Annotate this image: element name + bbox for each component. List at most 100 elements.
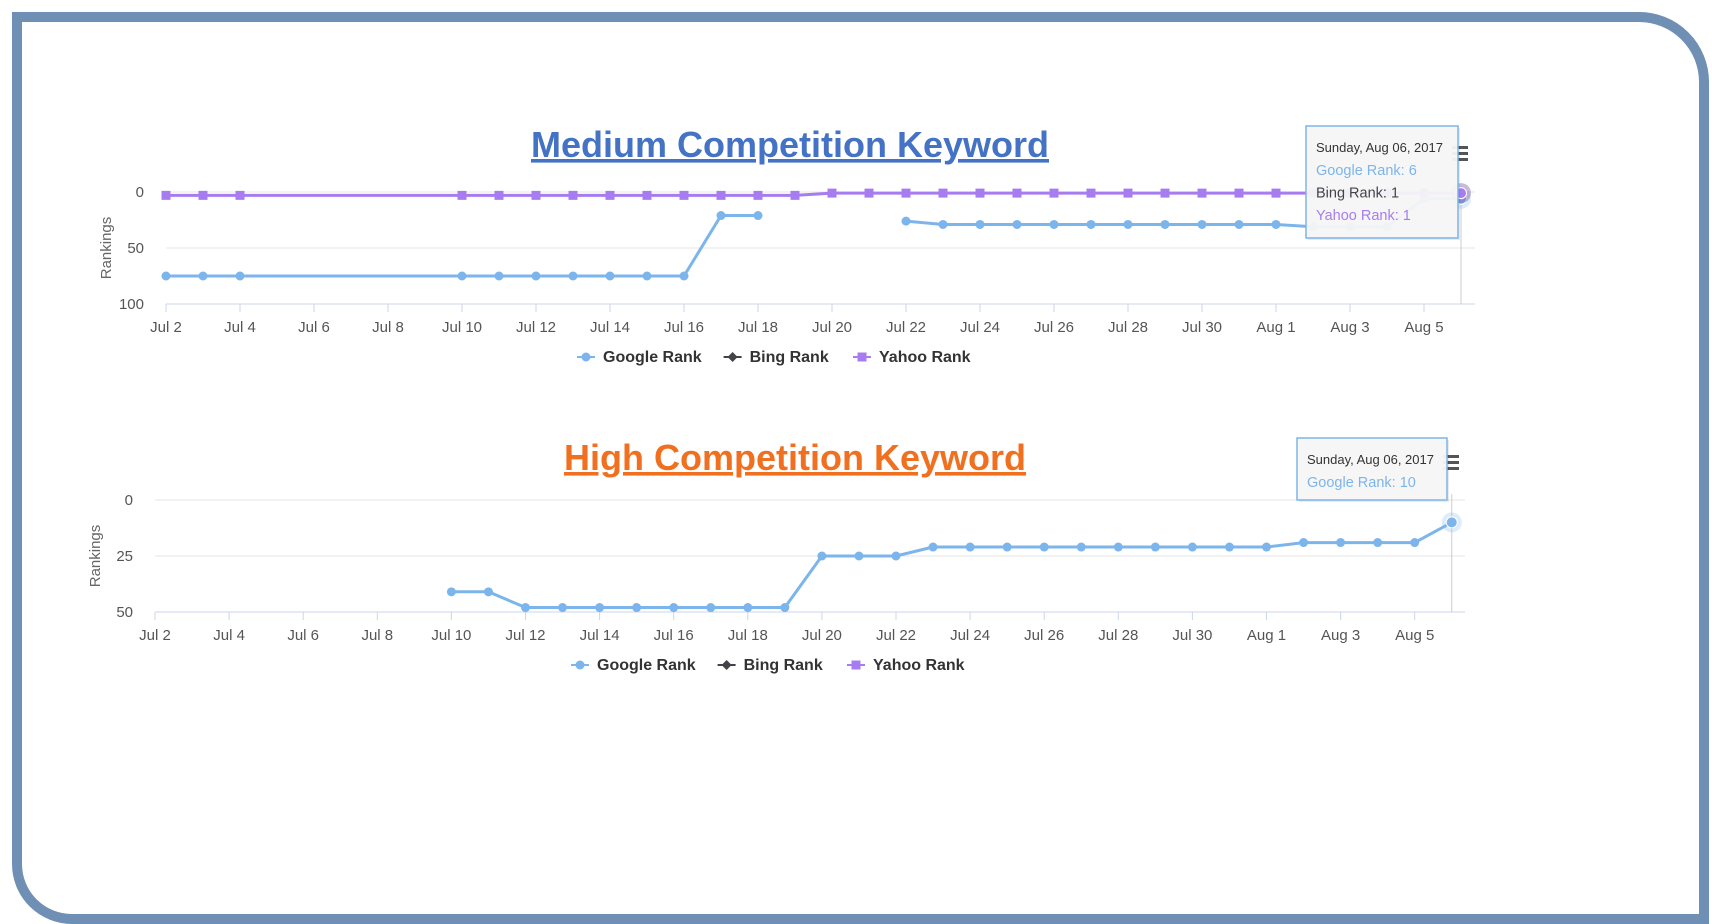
data-point[interactable] — [568, 271, 578, 281]
menu-bar — [1452, 158, 1468, 161]
data-point[interactable] — [1224, 542, 1234, 552]
data-point[interactable] — [679, 271, 689, 281]
x-tick-label: Jul 2 — [139, 627, 171, 644]
data-point[interactable] — [975, 219, 985, 229]
data-point[interactable] — [235, 190, 245, 200]
data-point[interactable] — [642, 190, 652, 200]
legend-item[interactable]: Bing Rank — [717, 657, 823, 674]
data-point[interactable] — [1160, 188, 1170, 198]
data-point[interactable] — [716, 190, 726, 200]
data-point[interactable] — [1113, 542, 1123, 552]
legend-label: Bing Rank — [744, 657, 823, 674]
screenshot-frame: Medium Competition Keyword 0 50 100 Rankings… — [12, 12, 1709, 924]
data-point[interactable] — [457, 271, 467, 281]
data-point[interactable] — [679, 190, 689, 200]
legend-item[interactable]: Bing Rank — [723, 349, 829, 366]
data-point[interactable] — [1076, 542, 1086, 552]
data-point[interactable] — [938, 188, 948, 198]
data-point[interactable] — [595, 603, 605, 613]
data-point[interactable] — [1039, 542, 1049, 552]
hovered-point[interactable] — [1445, 516, 1458, 529]
data-point[interactable] — [1336, 538, 1346, 548]
data-point[interactable] — [568, 190, 578, 200]
data-point[interactable] — [928, 542, 938, 552]
data-point[interactable] — [642, 271, 652, 281]
data-point[interactable] — [521, 603, 530, 613]
data-point[interactable] — [558, 603, 568, 613]
data-point[interactable] — [605, 271, 615, 281]
tooltip-line: Google Rank: 6 — [1316, 163, 1417, 179]
data-point[interactable] — [901, 188, 911, 198]
data-point[interactable] — [1086, 219, 1096, 229]
legend-item[interactable]: Yahoo Rank — [853, 349, 971, 366]
data-point[interactable] — [494, 271, 504, 281]
data-point[interactable] — [753, 190, 763, 200]
data-point[interactable] — [817, 551, 827, 561]
data-point[interactable] — [1410, 538, 1420, 548]
data-point[interactable] — [790, 190, 800, 200]
data-point[interactable] — [605, 190, 615, 200]
data-point[interactable] — [1150, 542, 1160, 552]
data-point[interactable] — [1012, 188, 1022, 198]
data-point[interactable] — [864, 188, 874, 198]
x-tick-label: Jul 14 — [590, 319, 630, 336]
legend-item[interactable]: Google Rank — [571, 657, 696, 674]
menu-bar — [1443, 461, 1459, 464]
data-point[interactable] — [1086, 188, 1096, 198]
data-point[interactable] — [1262, 542, 1271, 552]
data-point[interactable] — [531, 190, 541, 200]
data-point[interactable] — [446, 587, 456, 597]
data-point[interactable] — [753, 211, 763, 221]
data-point[interactable] — [854, 551, 864, 561]
x-tick-label: Jul 16 — [654, 627, 694, 644]
legend-symbol — [851, 660, 861, 670]
data-point[interactable] — [1234, 188, 1244, 198]
data-point[interactable] — [669, 603, 679, 613]
data-point[interactable] — [938, 219, 948, 229]
data-point[interactable] — [1271, 219, 1281, 229]
data-point[interactable] — [1234, 219, 1244, 229]
data-point[interactable] — [1197, 188, 1207, 198]
data-point[interactable] — [198, 271, 208, 281]
data-point[interactable] — [1373, 538, 1383, 548]
legend-item[interactable]: Yahoo Rank — [847, 657, 965, 674]
data-point[interactable] — [1197, 219, 1207, 229]
data-point[interactable] — [1012, 219, 1022, 229]
legend-item[interactable]: Google Rank — [577, 349, 702, 366]
x-tick-label: Jul 12 — [505, 627, 545, 644]
data-point[interactable] — [706, 603, 716, 613]
data-point[interactable] — [827, 188, 837, 198]
data-point[interactable] — [1002, 542, 1012, 552]
data-point[interactable] — [743, 603, 753, 613]
data-point[interactable] — [235, 271, 245, 281]
data-point[interactable] — [1123, 188, 1133, 198]
data-point[interactable] — [965, 542, 975, 552]
data-point[interactable] — [975, 188, 985, 198]
data-point[interactable] — [1160, 219, 1170, 229]
data-point[interactable] — [632, 603, 642, 613]
data-point[interactable] — [1123, 219, 1133, 229]
data-point[interactable] — [716, 211, 726, 221]
chart-title: High Competition Keyword — [564, 437, 1026, 478]
data-point[interactable] — [1049, 219, 1059, 229]
data-point[interactable] — [161, 190, 171, 200]
menu-bar — [1443, 467, 1459, 470]
data-point[interactable] — [1187, 542, 1197, 552]
data-point[interactable] — [1299, 538, 1309, 548]
data-point[interactable] — [198, 190, 208, 200]
hamburger-menu-icon[interactable] — [1452, 146, 1468, 161]
data-point[interactable] — [780, 603, 790, 613]
data-point[interactable] — [161, 271, 171, 281]
data-point[interactable] — [891, 551, 901, 561]
data-point[interactable] — [1049, 188, 1059, 198]
data-point[interactable] — [457, 190, 467, 200]
data-point[interactable] — [494, 190, 504, 200]
data-point[interactable] — [531, 271, 541, 281]
x-tick-label: Jul 30 — [1172, 627, 1212, 644]
data-point[interactable] — [1271, 188, 1281, 198]
data-point[interactable] — [483, 587, 493, 597]
data-point[interactable] — [901, 216, 911, 226]
legend: Google Rank Bing Rank Yahoo Rank — [577, 349, 971, 366]
high-competition-chart: High Competition Keyword 0 25 50 Rankings Jul… — [87, 437, 1465, 674]
hamburger-menu-icon[interactable] — [1443, 455, 1459, 470]
